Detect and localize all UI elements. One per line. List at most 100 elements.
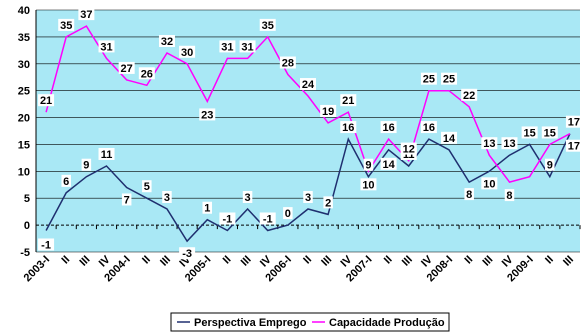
data-label: 27 [121,63,133,75]
data-label: -1 [41,239,51,251]
data-label-bg [78,8,95,21]
data-label-bg [360,178,377,191]
x-tick-label: III [561,254,576,269]
data-label-bg [501,137,518,150]
series-line-0 [45,133,571,243]
data-label-bg [219,40,236,53]
data-label: 10 [483,178,495,190]
data-label: 5 [144,181,150,193]
y-tick-label: 25 [18,86,30,98]
axes [35,10,581,252]
data-label-bg [340,121,357,134]
data-label: 10 [362,179,374,191]
data-label-bg [323,196,333,209]
data-label: 26 [141,68,153,80]
data-label-bg [565,139,582,152]
data-label-bg [380,121,397,134]
data-label-bg [441,72,458,85]
data-label: 13 [503,138,515,150]
data-label-bg [38,94,55,107]
data-label-bg [118,61,135,74]
data-label-bg [259,212,276,225]
data-label-bg [239,40,256,53]
data-label: 17 [568,141,580,153]
data-label: 21 [40,95,52,107]
data-label: 30 [181,47,193,59]
data-label: 9 [365,160,371,172]
x-tick-label: III [158,254,173,269]
data-label-bg [219,212,236,225]
data-label-bg [340,94,357,107]
x-tick-label: II [60,254,73,267]
plot-area [36,10,580,252]
data-label: 1 [204,203,210,215]
data-label: 3 [164,192,170,204]
data-label: 14 [382,159,395,171]
data-label: 16 [382,122,394,134]
data-label: 15 [544,127,556,139]
data-label: 0 [285,208,291,220]
x-tick-label: III [480,254,495,269]
data-label: 14 [443,133,456,145]
data-label-bg [142,180,152,193]
data-label-bg [400,142,417,155]
y-tick-label: 5 [24,193,30,205]
data-label: 6 [63,176,69,188]
data-label: 3 [305,192,311,204]
y-tick-label: 10 [18,166,30,178]
data-label-bg [283,207,293,220]
x-tick-label: III [78,254,93,269]
y-tick-label: 35 [18,32,30,44]
y-axis-ticks: -5 0 5 10 15 20 25 30 35 40 [18,5,30,259]
data-label-bg [504,189,515,202]
data-label: 16 [423,122,435,134]
data-label-bg [58,18,75,31]
data-label: 9 [547,160,553,172]
data-label-bg [158,35,175,48]
y-tick-label: 20 [18,113,30,125]
data-label: 16 [342,122,354,134]
y-tick-label: -5 [20,247,30,259]
legend-label-emprego: Perspectiva Emprego [194,317,307,329]
data-label: 7 [124,194,130,206]
data-label-bg [300,78,316,91]
data-label: 12 [403,144,415,156]
data-label: -1 [223,213,233,225]
data-label: 31 [100,41,112,53]
legend: Perspectiva Emprego Capacidade Produção [170,312,450,332]
data-label-bg [565,115,582,128]
data-label: -3 [182,248,192,260]
data-label-bg [121,193,132,206]
data-label-bg [541,126,558,139]
data-label: 3 [244,192,250,204]
data-label-bg [481,137,498,150]
data-label-bg [320,104,337,117]
data-label-bg [464,188,474,201]
data-label: 11 [403,149,415,161]
data-label-bg [461,88,478,101]
y-tick-label: 30 [18,59,30,71]
data-label: 24 [302,79,315,91]
data-label-bg [279,56,296,69]
x-tick-label: III [319,254,334,269]
data-label: 9 [83,160,89,172]
data-label: 25 [443,74,455,86]
data-label-bg [545,158,555,171]
x-tick-label: II [382,254,395,267]
data-label: 37 [80,9,92,21]
data-label-bg [202,201,213,214]
data-label: 22 [463,90,475,102]
legend-label-capacidade: Capacidade Produção [329,317,445,329]
x-tick-label: III [400,254,415,269]
data-label: 31 [221,41,233,53]
data-label: 19 [322,106,334,118]
data-label: 15 [524,127,536,139]
data-label: 17 [568,117,580,129]
data-label: 28 [282,58,294,70]
data-label: 32 [161,36,173,48]
x-tick-label: III [239,254,254,269]
data-label-bg [98,147,115,160]
y-tick-label: 40 [18,5,30,17]
